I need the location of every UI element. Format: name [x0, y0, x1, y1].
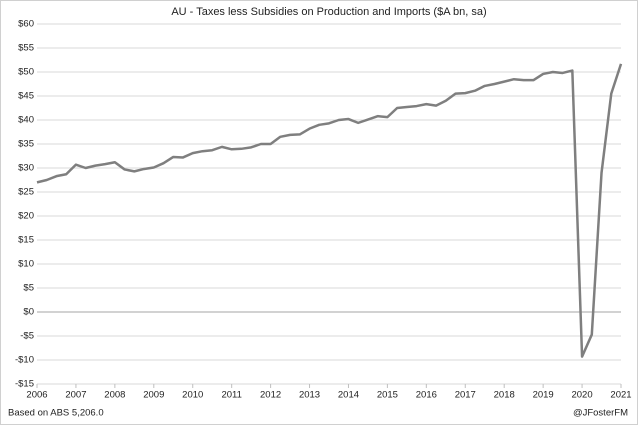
y-tick-label: $0 [23, 307, 34, 318]
x-tick-label: 2008 [104, 390, 125, 401]
x-tick-label: 2015 [377, 390, 398, 401]
x-tick-label: 2017 [455, 390, 476, 401]
y-tick-label: $25 [18, 187, 34, 198]
x-tick-label: 2021 [610, 390, 631, 401]
y-tick-label: $10 [18, 259, 34, 270]
x-tick-label: 2010 [182, 390, 203, 401]
x-tick-label: 2007 [65, 390, 86, 401]
y-tick-label: -$5 [20, 331, 34, 342]
y-tick-label: $15 [18, 235, 34, 246]
x-tick-label: 2009 [143, 390, 164, 401]
x-tick-label: 2016 [416, 390, 437, 401]
x-tick-label: 2020 [571, 390, 592, 401]
x-tick-label: 2018 [494, 390, 515, 401]
y-tick-label: $20 [18, 211, 34, 222]
y-tick-label: $60 [18, 19, 34, 30]
x-tick-label: 2006 [26, 390, 47, 401]
y-tick-label: $55 [18, 43, 34, 54]
y-tick-label: -$15 [15, 379, 34, 390]
data-line [36, 63, 623, 358]
x-tick-label: 2014 [338, 390, 359, 401]
y-tick-label: -$10 [15, 355, 34, 366]
source-note: Based on ABS 5,206.0 [8, 408, 104, 419]
chart-title: AU - Taxes less Subsidies on Production … [171, 6, 486, 18]
y-tick-label: $5 [23, 283, 34, 294]
y-tick-label: $40 [18, 115, 34, 126]
y-tick-label: $50 [18, 67, 34, 78]
x-tick-label: 2012 [260, 390, 281, 401]
y-tick-label: $35 [18, 139, 34, 150]
y-tick-label: $45 [18, 91, 34, 102]
y-tick-label: $30 [18, 163, 34, 174]
x-tick-label: 2013 [299, 390, 320, 401]
x-tick-label: 2019 [533, 390, 554, 401]
credit-note: @JFosterFM [573, 408, 628, 419]
x-tick-label: 2011 [221, 390, 241, 401]
